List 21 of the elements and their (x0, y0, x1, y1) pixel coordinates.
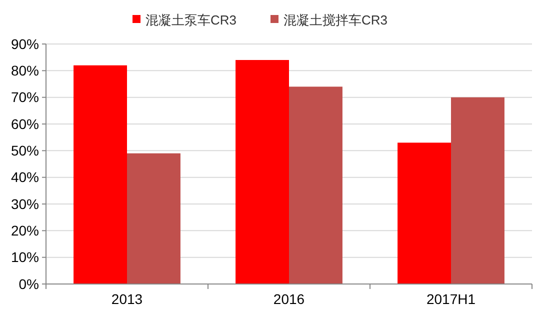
x-tick-label: 2017H1 (426, 291, 476, 307)
x-tick-label: 2013 (111, 291, 143, 307)
y-tick-label: 0% (18, 276, 39, 292)
x-tick-label: 2016 (273, 291, 305, 307)
y-tick-label: 70% (10, 89, 39, 106)
y-tick-label: 40% (10, 169, 39, 186)
bar (289, 86, 342, 284)
y-tick-label: 90% (10, 36, 39, 52)
legend-label: 混凝土泵车CR3 (146, 12, 237, 28)
bar (127, 153, 180, 284)
bar (74, 65, 127, 284)
bar (451, 97, 504, 284)
bar (236, 60, 289, 284)
bar (398, 142, 451, 284)
y-tick-label: 80% (10, 62, 39, 79)
y-tick-label: 30% (10, 196, 39, 212)
y-tick-label: 10% (10, 249, 39, 266)
y-tick-label: 50% (10, 142, 39, 159)
y-tick-label: 60% (10, 116, 39, 132)
y-tick-label: 20% (10, 222, 39, 239)
legend-label: 混凝土搅拌车CR3 (284, 12, 388, 28)
